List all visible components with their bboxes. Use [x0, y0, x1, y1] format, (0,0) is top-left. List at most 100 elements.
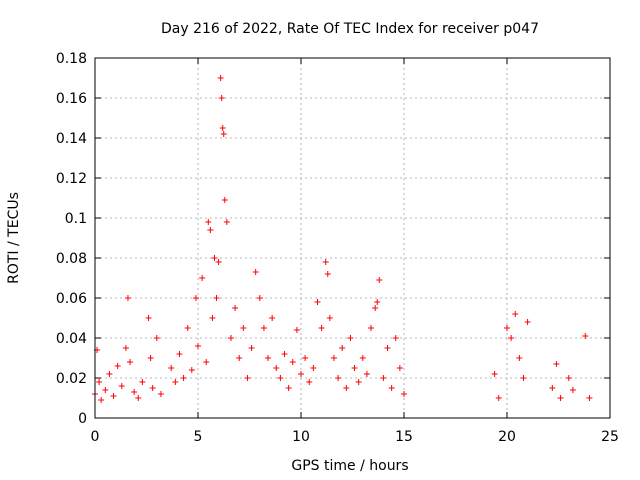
data-point: [106, 371, 113, 377]
data-point: [302, 355, 309, 361]
x-tick-label: 15: [395, 429, 413, 445]
data-point: [586, 395, 593, 401]
data-point: [380, 375, 387, 381]
data-point: [232, 305, 239, 311]
chart-title: Day 216 of 2022, Rate Of TEC Index for r…: [161, 21, 539, 37]
data-point: [207, 227, 214, 233]
data-point: [172, 379, 179, 385]
data-point: [368, 325, 375, 331]
data-point: [203, 359, 210, 365]
data-point: [355, 379, 362, 385]
data-point: [211, 255, 218, 261]
data-point: [139, 379, 146, 385]
data-point: [374, 299, 381, 305]
data-point: [306, 379, 313, 385]
data-point: [343, 385, 350, 391]
data-point: [168, 365, 175, 371]
axis-ticks: 0 0.02 0.04 0.06 0.08 0.1 0.12 0.14 0.16 0.18 0 5 10…: [56, 51, 619, 445]
x-tick-label: 25: [601, 429, 619, 445]
data-point: [335, 375, 342, 381]
data-point: [147, 355, 154, 361]
plot-frame: [94, 57, 611, 419]
data-point: [495, 395, 502, 401]
data-point: [508, 335, 515, 341]
data-point: [102, 387, 109, 393]
data-point: [195, 343, 201, 349]
data-point: [153, 335, 160, 341]
data-point: [293, 327, 300, 333]
data-point: [220, 131, 227, 137]
data-point: [157, 391, 164, 397]
y-tick-label: 0.14: [56, 131, 87, 147]
data-point: [504, 325, 510, 331]
data-point: [277, 375, 284, 381]
data-point: [114, 363, 121, 369]
data-point: [256, 295, 263, 301]
data-point: [569, 387, 576, 393]
y-tick-label: 0.08: [56, 251, 87, 267]
data-point: [236, 355, 243, 361]
y-tick-label: 0.04: [56, 331, 87, 347]
data-point: [347, 335, 354, 341]
data-point: [219, 125, 226, 131]
data-point: [285, 385, 292, 391]
data-point: [244, 375, 251, 381]
data-point: [491, 371, 498, 377]
y-axis-label: ROTI / TECUs: [6, 192, 22, 284]
y-tick-label: 0.02: [56, 371, 87, 387]
data-point: [221, 197, 228, 203]
grid-lines: [95, 58, 610, 418]
y-tick-label: 0.12: [56, 171, 87, 187]
data-point: [218, 95, 225, 101]
data-point: [180, 375, 187, 381]
data-point: [217, 75, 224, 81]
x-tick-label: 0: [91, 429, 100, 445]
data-point: [118, 383, 125, 389]
data-point: [248, 345, 255, 351]
data-point: [149, 385, 156, 391]
data-point: [363, 371, 370, 377]
data-point: [265, 355, 272, 361]
data-point: [549, 385, 556, 391]
y-tick-label: 0.06: [56, 291, 87, 307]
data-point: [339, 345, 346, 351]
data-point: [516, 355, 523, 361]
data-point: [110, 393, 117, 399]
data-point: [205, 219, 212, 225]
data-point: [127, 359, 134, 365]
data-point: [384, 345, 391, 351]
data-point: [298, 371, 304, 377]
data-point: [135, 395, 142, 401]
data-point: [318, 325, 325, 331]
x-tick-label: 10: [292, 429, 310, 445]
x-tick-label: 20: [498, 429, 516, 445]
data-point: [223, 219, 230, 225]
data-point: [582, 333, 589, 339]
data-point: [252, 269, 259, 275]
data-point: [565, 375, 572, 381]
data-point: [314, 299, 321, 305]
data-point: [124, 295, 131, 301]
y-tick-label: 0.16: [56, 91, 87, 107]
data-point: [209, 315, 216, 321]
data-point: [401, 391, 407, 397]
data-point: [310, 365, 317, 371]
y-tick-label: 0.18: [56, 51, 87, 67]
data-point: [260, 325, 267, 331]
x-axis-label: GPS time / hours: [291, 458, 408, 474]
data-point: [392, 335, 399, 341]
data-point: [273, 365, 280, 371]
data-points: [92, 75, 593, 403]
data-point: [131, 389, 138, 395]
x-tick-label: 5: [194, 429, 203, 445]
y-tick-label: 0.1: [65, 211, 87, 227]
data-point: [145, 315, 152, 321]
data-point: [188, 367, 195, 373]
data-point: [388, 385, 395, 391]
data-point: [213, 295, 220, 301]
data-point: [324, 271, 331, 277]
data-point: [351, 365, 358, 371]
data-point: [98, 397, 105, 403]
data-point: [322, 259, 329, 265]
